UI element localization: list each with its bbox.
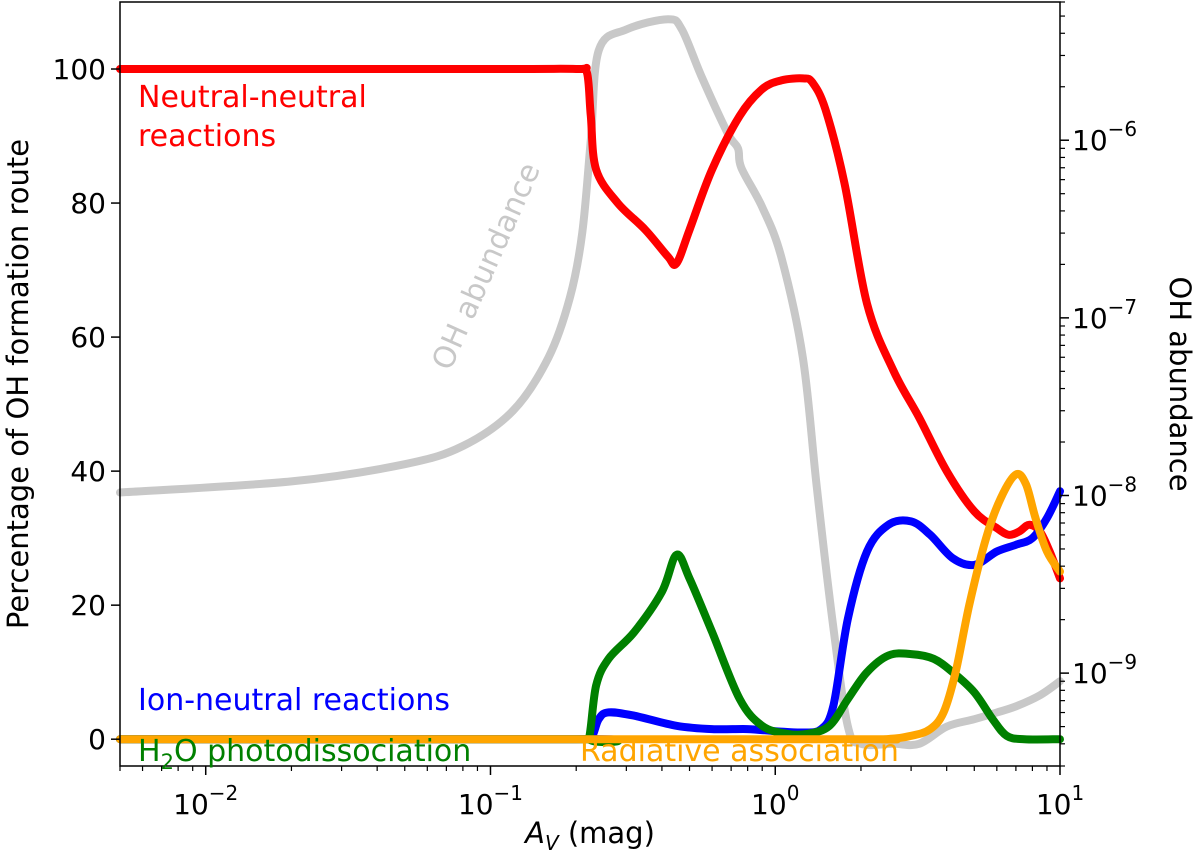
- y-axis-title: Percentage of OH formation route: [1, 139, 35, 629]
- series-line-h2o-photodissociation: [116, 550, 1064, 747]
- x-tick-label: 100: [751, 781, 799, 821]
- x-tick-label: 10−2: [173, 781, 238, 821]
- y2-axis-title: OH abundance: [1163, 276, 1197, 491]
- label-neutral-neutral-line1: Neutral-neutral: [138, 80, 367, 115]
- series-line-radiative-association: [116, 469, 1064, 744]
- x-axis-title-unit: (mag): [559, 816, 655, 850]
- label-h2o-photodissociation: H2O photodissociation: [138, 734, 471, 774]
- y2-tick-label: 10−9: [1072, 650, 1137, 690]
- y-tick-label: 0: [88, 723, 106, 756]
- label-radiative-association: Radiative association: [580, 734, 899, 769]
- label-h2o-rest: O photodissociation: [174, 734, 471, 769]
- series-layer: [116, 15, 1064, 750]
- axes-layer: 10−2 10−1 100 101 0 20 40 60 80 100 10−9 10−8 10−7 10…: [53, 1, 1137, 821]
- x-tick-label: 10−1: [458, 781, 523, 821]
- label-neutral-neutral-line2: reactions: [138, 119, 276, 154]
- x-axis-title-sub: V: [545, 831, 560, 855]
- y-tick-label: 80: [70, 187, 106, 220]
- x-axis-title-main: A: [523, 816, 545, 850]
- y2-tick-label: 10−6: [1072, 117, 1137, 157]
- y2-tick-label: 10−7: [1072, 295, 1137, 335]
- y-tick-label: 40: [70, 455, 106, 488]
- y2-tick-label: 10−8: [1072, 472, 1137, 512]
- y-tick-label: 100: [53, 53, 106, 86]
- label-h2o-subscript: 2: [161, 750, 174, 774]
- y-tick-label: 60: [70, 321, 106, 354]
- series-line-neutral-neutral-reactions: [116, 63, 1064, 583]
- label-ion-neutral: Ion-neutral reactions: [138, 683, 450, 718]
- x-tick-label: 101: [1036, 781, 1084, 821]
- axes-frame: [119, 1, 1061, 767]
- label-oh-abundance-curve: OH abundance: [425, 158, 547, 376]
- x-axis-title: AV (mag): [523, 816, 655, 855]
- y-tick-label: 20: [70, 589, 106, 622]
- plot-area: [116, 1, 1064, 767]
- label-h2o-h: H: [138, 734, 161, 769]
- series-line-oh-abundance: [116, 15, 1064, 750]
